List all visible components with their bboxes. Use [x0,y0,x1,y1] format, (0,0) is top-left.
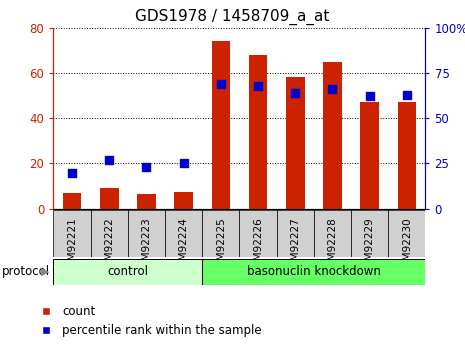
Bar [53,210,91,257]
Text: GSM92230: GSM92230 [402,217,412,274]
Bar [388,210,425,257]
Text: GSM92226: GSM92226 [253,217,263,274]
Text: GSM92223: GSM92223 [141,217,152,274]
Point [292,90,299,96]
Text: GSM92228: GSM92228 [327,217,338,274]
Point [180,161,187,166]
Bar [91,210,128,257]
Text: basonuclin knockdown: basonuclin knockdown [247,265,381,278]
Bar [202,210,239,257]
Text: GSM92225: GSM92225 [216,217,226,274]
Bar [323,61,342,209]
Bar [212,41,230,209]
Point [366,93,373,99]
Text: protocol: protocol [2,265,50,278]
Bar [360,102,379,209]
Bar [128,210,165,257]
Text: ▶: ▶ [41,267,50,276]
Bar [351,210,388,257]
Text: GDS1978 / 1458709_a_at: GDS1978 / 1458709_a_at [135,9,330,25]
Bar [165,210,202,257]
Bar [286,77,305,209]
Bar [137,194,156,209]
Bar [239,210,277,257]
Point [143,164,150,170]
Legend: count, percentile rank within the sample: count, percentile rank within the sample [34,305,262,337]
Text: GSM92224: GSM92224 [179,217,189,274]
Bar [53,259,202,285]
Point [254,83,262,88]
Point [106,157,113,162]
Text: GSM92221: GSM92221 [67,217,77,274]
Text: GSM92227: GSM92227 [290,217,300,274]
Point [68,170,76,175]
Text: GSM92222: GSM92222 [104,217,114,274]
Bar [277,210,314,257]
Bar [314,210,351,257]
Bar [249,55,267,209]
Text: GSM92229: GSM92229 [365,217,375,274]
Bar [202,259,425,285]
Point [217,81,225,87]
Point [329,86,336,92]
Bar [63,193,81,209]
Text: control: control [107,265,148,278]
Point [403,92,411,97]
Bar [100,188,119,209]
Bar [398,102,416,209]
Bar [174,192,193,209]
